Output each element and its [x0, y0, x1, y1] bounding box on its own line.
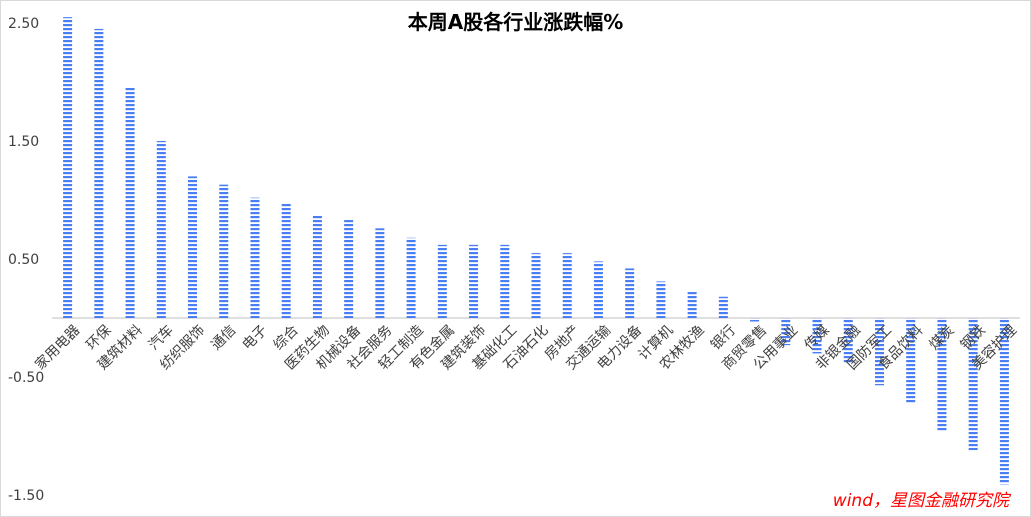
bar [687, 292, 697, 318]
bar [469, 244, 479, 318]
bar [937, 318, 947, 432]
bars [63, 17, 1009, 485]
bar [63, 17, 73, 318]
bar [593, 261, 603, 318]
bar [531, 253, 541, 318]
bar [968, 318, 978, 451]
bar [999, 318, 1009, 485]
bar [437, 244, 447, 318]
bar [188, 176, 198, 318]
x-tick-label: 电子 [239, 322, 270, 353]
bar [781, 318, 791, 346]
y-tick-label: 0.50 [8, 252, 39, 268]
x-tick-label: 煤炭 [926, 322, 957, 353]
bar [156, 141, 166, 318]
y-tick-label: -1.50 [8, 488, 44, 504]
bar [406, 237, 416, 318]
bar [125, 87, 135, 319]
bar [344, 220, 354, 318]
x-tick-label: 家用电器 [32, 322, 84, 374]
bar [312, 215, 322, 318]
bar [281, 203, 291, 318]
bar [656, 281, 666, 318]
bar [750, 318, 760, 322]
bar [906, 318, 916, 403]
y-axis: 2.50 1.50 0.50 -0.50 -1.50 [8, 16, 44, 504]
bar [718, 296, 728, 318]
bar [500, 244, 510, 318]
chart-title: 本周A股各行业涨跌幅% [407, 10, 624, 34]
y-tick-label: 2.50 [8, 16, 39, 32]
bar [843, 318, 853, 363]
x-tick-label: 通信 [208, 322, 239, 353]
y-tick-label: -0.50 [8, 370, 44, 386]
bar [874, 318, 884, 386]
bar [219, 184, 229, 318]
bar [812, 318, 822, 354]
bar [625, 268, 635, 318]
bar [250, 197, 260, 318]
bar [562, 253, 572, 318]
y-tick-label: 1.50 [8, 134, 39, 150]
bar [94, 28, 104, 319]
bar [375, 228, 385, 318]
source-note: wind，星图金融研究院 [832, 491, 1009, 511]
